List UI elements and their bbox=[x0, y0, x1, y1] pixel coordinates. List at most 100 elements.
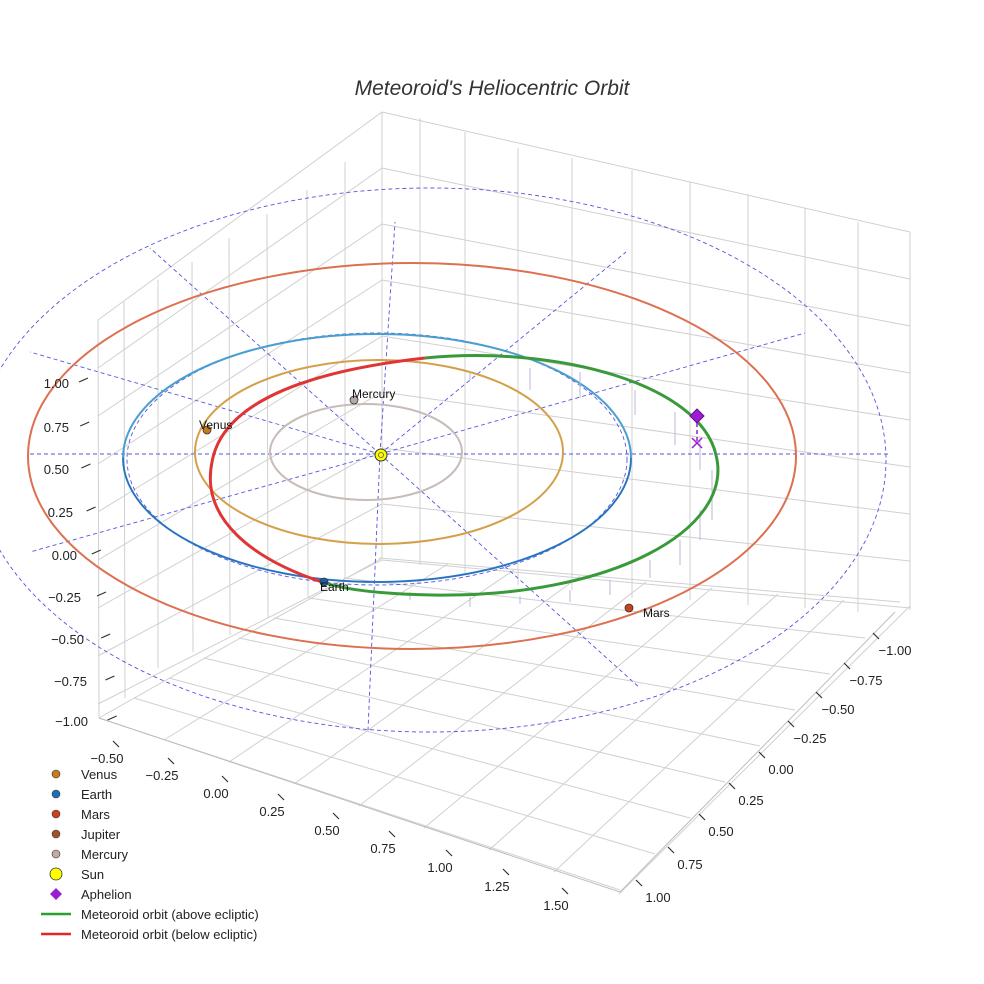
planet-earth bbox=[319, 577, 329, 587]
chart-title: Meteoroid's Heliocentric Orbit bbox=[355, 77, 631, 100]
z-tick-mark bbox=[79, 421, 90, 427]
grid-line bbox=[273, 617, 796, 711]
planet-label-earth: Earth bbox=[320, 580, 349, 594]
legend-label: Earth bbox=[81, 787, 112, 802]
legend-item: Jupiter bbox=[51, 827, 121, 842]
grid-line bbox=[306, 189, 309, 599]
legend-item: Meteoroid orbit (above ecliptic) bbox=[41, 907, 259, 922]
orbit-earth-front bbox=[122, 457, 632, 583]
grid-line bbox=[133, 697, 656, 855]
aphelion-marker bbox=[689, 408, 705, 424]
orbit-mars bbox=[27, 262, 797, 650]
legend-marker bbox=[51, 769, 61, 779]
legend-item: Earth bbox=[51, 787, 112, 802]
legend-item: Aphelion bbox=[50, 887, 132, 902]
grid-line bbox=[97, 319, 100, 719]
grid-line bbox=[123, 301, 126, 699]
z-tick-label: −0.25 bbox=[48, 590, 81, 605]
legend-label: Jupiter bbox=[81, 827, 121, 842]
meteoroid-orbit bbox=[208, 354, 720, 607]
grid-line bbox=[488, 593, 779, 851]
z-tick-label: −1.00 bbox=[55, 714, 88, 729]
grid-line bbox=[423, 587, 713, 829]
planet-venus bbox=[202, 425, 212, 435]
axis-line-right bbox=[619, 611, 896, 893]
x-tick-mark bbox=[758, 751, 766, 759]
y-tick-mark bbox=[332, 812, 340, 820]
meteoroid-orbit-below bbox=[208, 356, 426, 584]
z-tick-mark bbox=[107, 715, 117, 721]
grid-line bbox=[97, 279, 383, 465]
grid-line bbox=[97, 447, 383, 609]
legend-label: Venus bbox=[81, 767, 118, 782]
y-tick-label: 0.25 bbox=[259, 804, 284, 819]
grid-line bbox=[228, 569, 515, 763]
y-tick-label: 1.25 bbox=[484, 879, 509, 894]
legend-item: Mercury bbox=[51, 847, 128, 862]
grid-line bbox=[203, 657, 726, 783]
y-tick-label: 1.00 bbox=[427, 860, 452, 875]
z-tick-label: 0.50 bbox=[44, 462, 69, 477]
axis-ticks: 1.00 0.75 0.50 0.25 0.00 −0.25 −0.50 −0.75 −1.00… bbox=[44, 376, 912, 913]
legend-marker bbox=[51, 809, 61, 819]
x-tick-mark bbox=[635, 879, 643, 887]
z-tick-label: 0.00 bbox=[52, 548, 77, 563]
legend-marker bbox=[49, 867, 63, 881]
ecliptic-ref-line bbox=[149, 247, 381, 455]
legend-marker bbox=[51, 849, 61, 859]
legend-marker bbox=[51, 829, 61, 839]
grid-line bbox=[618, 605, 911, 895]
sun bbox=[374, 448, 388, 462]
grid-line bbox=[97, 111, 383, 321]
planet-label-mars: Mars bbox=[643, 606, 670, 620]
x-tick-mark bbox=[667, 846, 675, 854]
y-tick-label: −0.50 bbox=[91, 751, 124, 766]
legend-label: Meteoroid orbit (below ecliptic) bbox=[81, 927, 257, 942]
axis-line-front bbox=[98, 717, 621, 893]
orbit-mercury bbox=[269, 403, 463, 501]
orbit-venus bbox=[194, 359, 564, 545]
bodies: Venus Earth Mars Mercury bbox=[199, 387, 670, 620]
grid-line bbox=[381, 279, 911, 374]
ecliptic-outer-ellipse bbox=[0, 187, 887, 733]
legend-item: Venus bbox=[51, 767, 118, 782]
x-tick-label: 0.25 bbox=[738, 793, 763, 808]
x-tick-label: 0.00 bbox=[768, 762, 793, 777]
grid-line bbox=[168, 677, 691, 819]
legend-item: Mars bbox=[51, 807, 110, 822]
y-tick-mark bbox=[112, 740, 120, 748]
grid-line bbox=[343, 577, 866, 639]
grid-line bbox=[381, 391, 911, 468]
grid-line bbox=[97, 223, 383, 417]
z-tick-mark bbox=[78, 377, 89, 383]
legend-label: Mercury bbox=[81, 847, 128, 862]
grid-line bbox=[191, 261, 194, 653]
aphelion-projection-marker bbox=[691, 437, 703, 449]
legend-marker bbox=[50, 888, 62, 900]
z-tick-mark bbox=[81, 463, 91, 469]
legend-marker bbox=[51, 789, 61, 799]
legend-item: Meteoroid orbit (below ecliptic) bbox=[41, 927, 257, 942]
y-tick-mark bbox=[221, 775, 229, 783]
z-tick-mark bbox=[86, 506, 96, 512]
sun-core bbox=[378, 452, 384, 458]
x-tick-mark bbox=[815, 691, 823, 699]
planet-label-venus: Venus bbox=[199, 418, 232, 432]
x-tick-mark bbox=[787, 720, 795, 728]
z-tick-mark bbox=[91, 549, 102, 555]
x-tick-mark bbox=[872, 632, 880, 640]
grid-line bbox=[97, 167, 383, 369]
x-tick-mark bbox=[698, 813, 706, 821]
z-tick-label: 1.00 bbox=[44, 376, 69, 391]
grid-line bbox=[97, 391, 383, 561]
grid-line bbox=[97, 559, 383, 705]
z-tick-label: −0.75 bbox=[54, 674, 87, 689]
y-tick-label: 0.50 bbox=[314, 823, 339, 838]
ecliptic-ref-line bbox=[29, 453, 381, 553]
y-tick-mark bbox=[277, 793, 285, 801]
x-tick-label: −1.00 bbox=[879, 643, 912, 658]
legend-item: Sun bbox=[49, 867, 104, 882]
z-tick-label: −0.50 bbox=[51, 632, 84, 647]
grid-line bbox=[228, 237, 231, 636]
